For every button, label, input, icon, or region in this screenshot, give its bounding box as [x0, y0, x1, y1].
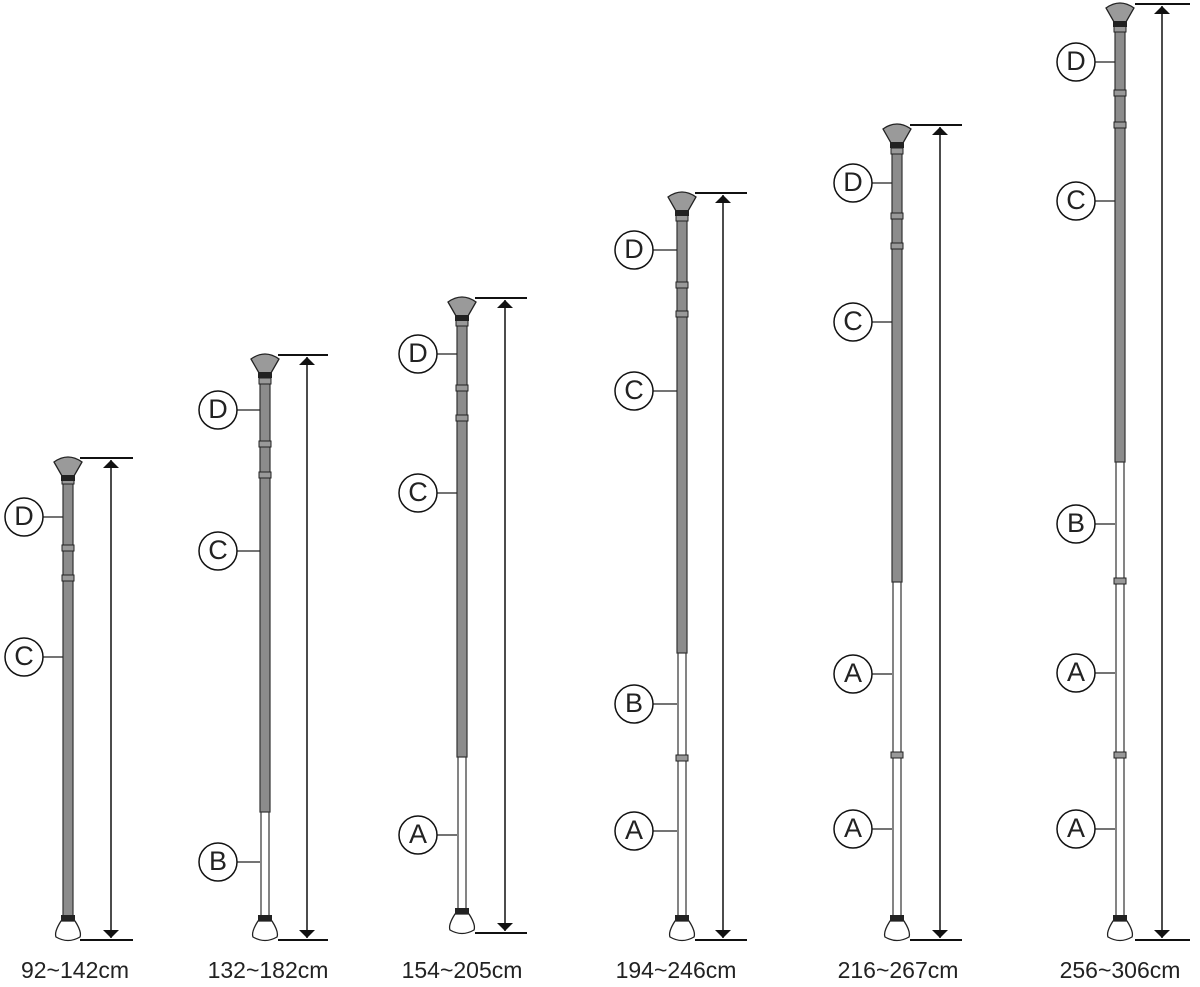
base-collar — [1113, 915, 1127, 921]
label-circle — [833, 163, 873, 203]
section-label: A — [625, 815, 643, 845]
base-collar — [258, 915, 272, 921]
base-foot — [251, 920, 279, 942]
joint — [258, 471, 272, 479]
top-collar — [258, 372, 272, 378]
section-label: D — [408, 338, 428, 368]
section-label: A — [409, 819, 427, 849]
top-cap — [53, 456, 83, 477]
base-foot — [1106, 920, 1134, 942]
section-label: C — [408, 477, 428, 507]
section-label: D — [624, 234, 644, 264]
top-collar — [890, 142, 904, 148]
section-label: A — [1067, 657, 1085, 687]
label-circle — [4, 497, 44, 537]
section-label: B — [209, 846, 227, 876]
base-collar — [890, 915, 904, 921]
section-label: B — [625, 688, 643, 718]
label-circle — [4, 637, 44, 677]
section-label: D — [208, 394, 228, 424]
label-circle — [398, 334, 438, 374]
joint — [1113, 577, 1127, 585]
joint — [258, 440, 272, 448]
joint — [1113, 751, 1127, 759]
top-cap — [882, 123, 912, 144]
label-circle — [614, 371, 654, 411]
section-label: C — [208, 535, 228, 565]
label-circle — [614, 684, 654, 724]
base-foot — [883, 920, 911, 942]
joint — [61, 574, 75, 582]
section-label: A — [844, 813, 862, 843]
pole-upper — [1114, 21, 1126, 463]
joint — [890, 751, 904, 759]
joint — [675, 281, 689, 289]
section-label: D — [14, 501, 34, 531]
height-range: 216~267cm — [838, 957, 959, 983]
section-label: C — [1066, 185, 1086, 215]
section-label: C — [843, 306, 863, 336]
label-circle — [198, 531, 238, 571]
joint — [675, 310, 689, 318]
label-circle — [833, 302, 873, 342]
height-range: 256~306cm — [1060, 957, 1181, 983]
base-foot — [668, 920, 696, 942]
joint — [890, 147, 904, 155]
pole-upper — [62, 475, 74, 926]
top-cap — [667, 191, 697, 212]
top-cap — [250, 353, 280, 374]
joint — [890, 212, 904, 220]
section-label: B — [1067, 508, 1085, 538]
joint — [675, 754, 689, 762]
top-cap — [1105, 2, 1135, 23]
top-collar — [1113, 21, 1127, 27]
section-label: D — [1066, 46, 1086, 76]
section-label: C — [14, 641, 34, 671]
label-circle — [833, 809, 873, 849]
label-circle — [614, 811, 654, 851]
joint — [1113, 121, 1127, 129]
label-circle — [1056, 653, 1096, 693]
joint — [258, 377, 272, 385]
base-foot — [54, 920, 82, 942]
pole-upper — [676, 210, 688, 654]
height-range: 194~246cm — [616, 957, 737, 983]
joint — [890, 242, 904, 250]
label-circle — [1056, 181, 1096, 221]
height-range: 132~182cm — [208, 957, 329, 983]
label-circle — [398, 473, 438, 513]
top-cap — [447, 296, 477, 317]
joint — [455, 414, 469, 422]
pole-upper — [891, 142, 903, 583]
label-circle — [1056, 809, 1096, 849]
pole-upper — [456, 315, 468, 758]
section-label: A — [1067, 813, 1085, 843]
base-collar — [455, 908, 469, 914]
label-circle — [1056, 42, 1096, 82]
label-circle — [614, 230, 654, 270]
label-circle — [833, 654, 873, 694]
base-collar — [61, 915, 75, 921]
joint — [455, 384, 469, 392]
section-label: D — [843, 167, 863, 197]
section-label: A — [844, 658, 862, 688]
top-collar — [61, 475, 75, 481]
label-circle — [1056, 504, 1096, 544]
label-circle — [198, 390, 238, 430]
joint — [61, 544, 75, 552]
base-collar — [675, 915, 689, 921]
base-foot — [448, 913, 476, 935]
pole-upper — [259, 372, 271, 813]
top-collar — [675, 210, 689, 216]
height-range: 92~142cm — [21, 957, 129, 983]
label-circle — [398, 815, 438, 855]
joint — [1113, 89, 1127, 97]
section-label: C — [624, 375, 644, 405]
top-collar — [455, 315, 469, 321]
label-circle — [198, 842, 238, 882]
height-range: 154~205cm — [402, 957, 523, 983]
